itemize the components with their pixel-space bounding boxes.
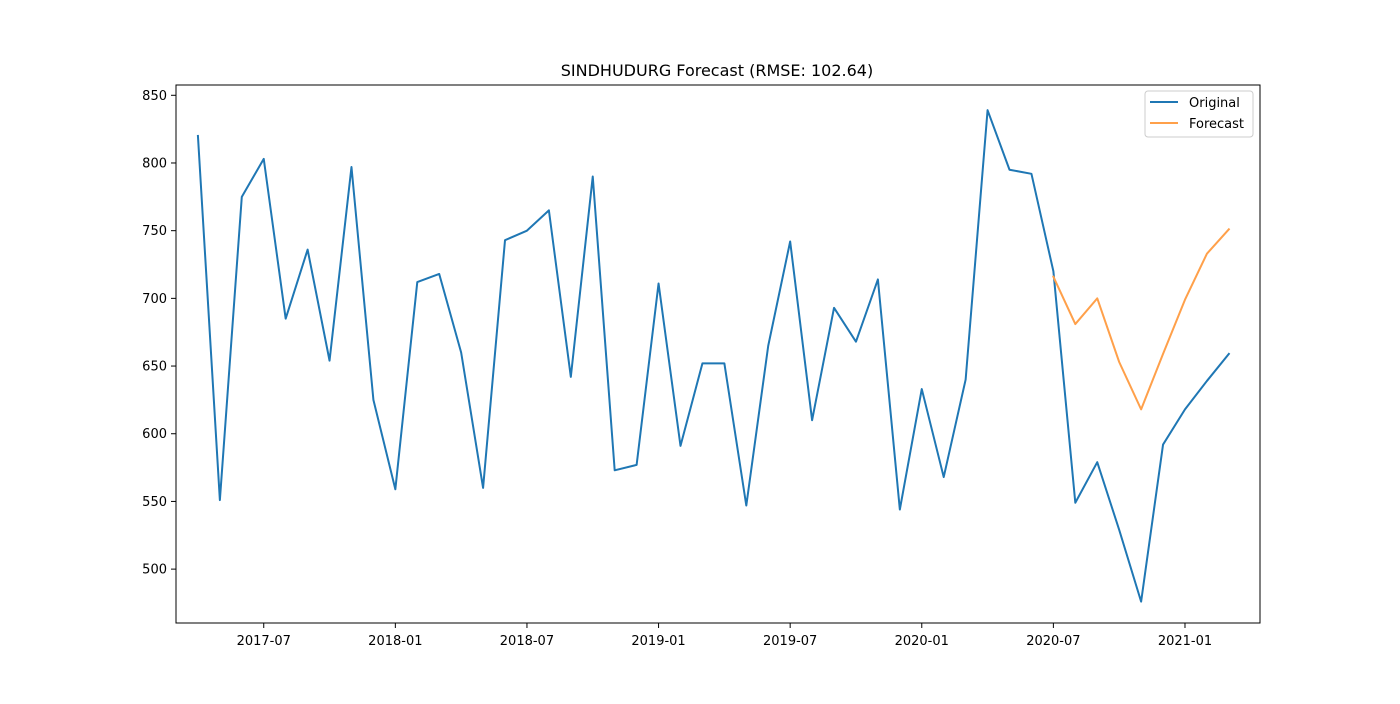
x-tick-label: 2020-07: [1026, 634, 1080, 649]
x-tick-label: 2019-07: [763, 634, 817, 649]
y-tick-label: 600: [142, 427, 167, 442]
y-tick-label: 800: [142, 156, 167, 171]
series-line-forecast: [1052, 227, 1231, 411]
series-lines: [196, 109, 1231, 603]
y-tick-label: 750: [142, 224, 167, 239]
x-tick-label: 2021-01: [1158, 634, 1212, 649]
plot-frame: [175, 84, 1261, 624]
y-tick-label: 650: [142, 360, 167, 375]
chart-title: SINDHUDURG Forecast (RMSE: 102.64): [561, 61, 873, 80]
legend-label-forecast: Forecast: [1189, 117, 1244, 132]
x-tick-label: 2018-01: [368, 634, 422, 649]
x-tick-label: 2017-07: [237, 634, 291, 649]
y-tick-label: 550: [142, 495, 167, 510]
series-line-original: [196, 109, 1231, 603]
y-tick-label: 850: [142, 89, 167, 104]
x-tick-label: 2020-01: [895, 634, 949, 649]
y-tick-label: 500: [142, 563, 167, 578]
legend: Original Forecast: [1144, 90, 1254, 138]
x-tick-label: 2019-01: [631, 634, 685, 649]
x-tick-label: 2018-07: [500, 634, 554, 649]
legend-label-original: Original: [1189, 96, 1240, 111]
y-axis: 500 550 600 650 700 750 800 850: [142, 89, 176, 578]
y-tick-label: 700: [142, 292, 167, 307]
x-axis: 2017-07 2018-01 2018-07 2019-01 2019-07 2020-…: [237, 623, 1212, 649]
